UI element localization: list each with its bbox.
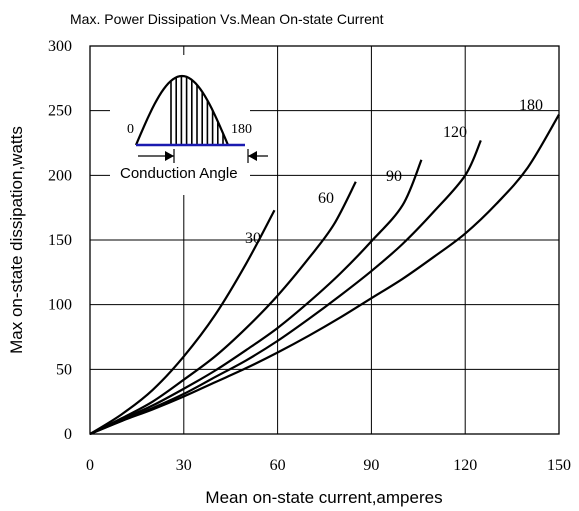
- y-tick-label: 150: [48, 232, 72, 249]
- x-tick-label: 60: [270, 457, 286, 474]
- chart-title: Max. Power Dissipation Vs.Mean On-state …: [70, 11, 384, 27]
- x-axis-label: Mean on-state current,amperes: [205, 488, 442, 507]
- series-line-120: [89, 139, 482, 436]
- curves: [89, 113, 560, 436]
- inset-background: [110, 55, 250, 195]
- inset-end-label: 180: [231, 122, 252, 137]
- curve-label-60: 60: [318, 190, 334, 207]
- x-tick-label: 90: [363, 457, 379, 474]
- series-line-60: [89, 181, 357, 435]
- x-tick-label: 30: [176, 457, 192, 474]
- series-line-90: [89, 159, 423, 436]
- y-tick-label: 0: [64, 426, 72, 443]
- y-axis-label: Max on-state dissipation,watts: [7, 126, 26, 354]
- inset-right-arrowhead: [248, 151, 257, 161]
- x-tick-label: 120: [453, 457, 477, 474]
- curve-labels: 30 60 90 120 180: [245, 97, 543, 247]
- curve-label-180: 180: [519, 97, 543, 114]
- series-line-30: [89, 209, 276, 435]
- inset-caption: Conduction Angle: [120, 165, 238, 182]
- conduction-angle-inset: 0 180 Conduction Angle: [110, 55, 268, 195]
- y-tick-label: 100: [48, 297, 72, 314]
- y-tick-label: 300: [48, 38, 72, 55]
- y-tick-label: 50: [56, 361, 72, 378]
- y-tick-labels: 0 50 100 150 200 250 300: [48, 38, 72, 443]
- x-tick-label: 0: [86, 457, 94, 474]
- inset-left-arrowhead: [165, 151, 174, 161]
- curve-label-120: 120: [443, 124, 467, 141]
- curve-label-30: 30: [245, 230, 261, 247]
- curve-label-90: 90: [386, 168, 402, 185]
- inset-half-sine: [134, 74, 230, 146]
- series-line-180: [89, 113, 560, 436]
- plot-frame: [89, 45, 560, 435]
- x-tick-labels: 0 30 60 90 120 150: [86, 457, 571, 474]
- y-tick-label: 250: [48, 103, 72, 120]
- inset-start-label: 0: [127, 122, 134, 137]
- y-tick-label: 200: [48, 167, 72, 184]
- x-tick-label: 150: [547, 457, 571, 474]
- grid: [90, 46, 559, 434]
- inset-hatch-lines: [170, 76, 224, 145]
